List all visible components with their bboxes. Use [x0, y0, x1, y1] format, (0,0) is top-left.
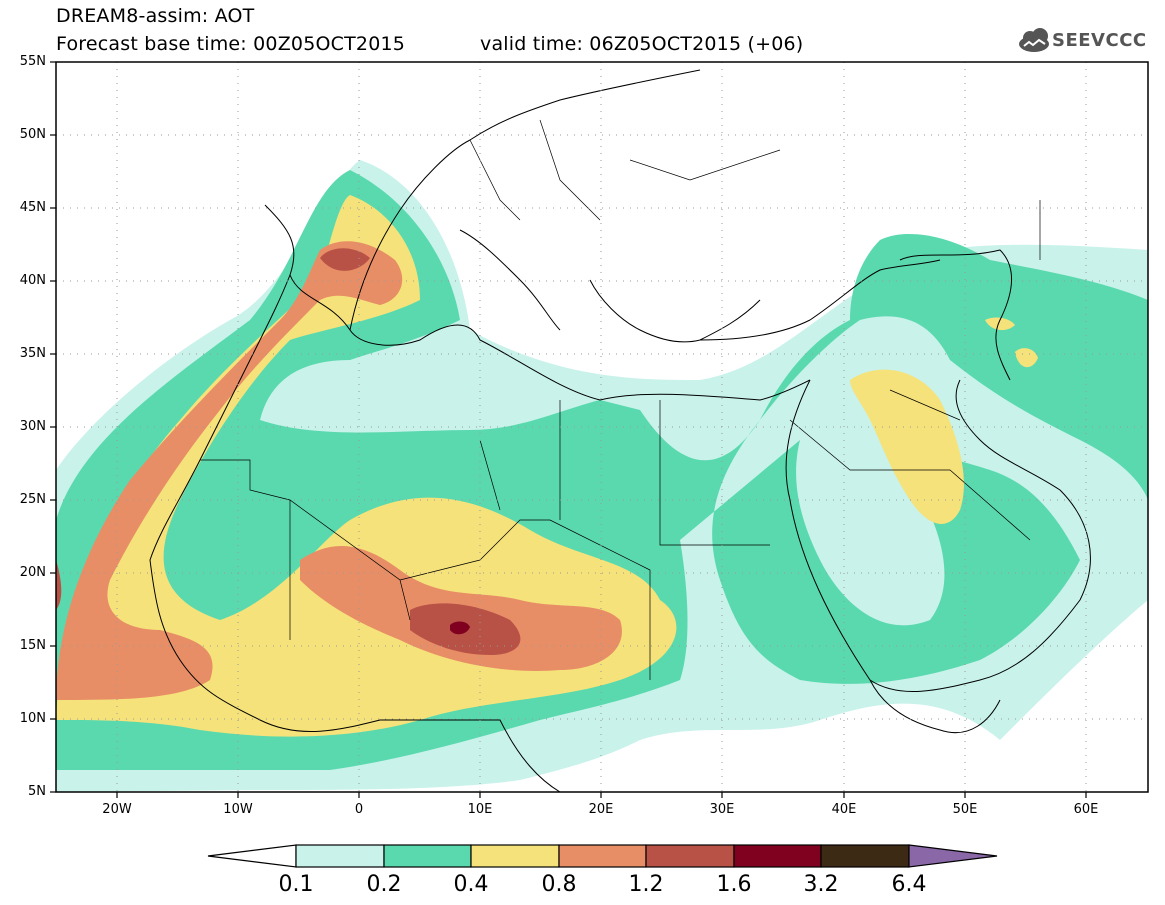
base-time-label: Forecast base time: 00Z05OCT2015 [56, 33, 406, 55]
lat-label: 30N [19, 419, 46, 434]
lat-label: 40N [19, 273, 46, 288]
lat-label: 45N [19, 200, 46, 215]
colorbar-swatch [733, 844, 822, 868]
colorbar [207, 844, 998, 868]
lon-label: 20E [588, 802, 614, 817]
colorbar-under-arrow [207, 844, 297, 868]
colorbar-label: 0.2 [366, 872, 402, 897]
lat-label: 20N [19, 565, 46, 580]
colorbar-swatch [295, 844, 385, 868]
forecast-times: Forecast base time: 00Z05OCT2015 valid ti… [56, 33, 803, 55]
colorbar-swatch [820, 844, 910, 868]
aot-field [56, 160, 1148, 792]
lat-label: 25N [19, 492, 46, 507]
colorbar-swatch [645, 844, 735, 868]
colorbar-over-arrow [908, 844, 998, 868]
colorbar-swatch [470, 844, 560, 868]
lon-label: 50E [952, 802, 978, 817]
colorbar-label: 6.4 [891, 872, 927, 897]
lat-label: 15N [19, 638, 46, 653]
lat-label: 5N [28, 784, 46, 799]
lon-label: 30E [709, 802, 735, 817]
lat-label: 55N [19, 54, 46, 69]
colorbar-swatch [558, 844, 647, 868]
logo-text: SEEVCCC [1052, 30, 1147, 51]
colorbar-label: 1.2 [628, 872, 664, 897]
colorbar-label: 0.8 [541, 872, 577, 897]
borders [200, 119, 1041, 680]
lon-label: 40E [831, 802, 857, 817]
axis-ticks [50, 61, 1087, 798]
lon-label: 20W [102, 802, 132, 817]
lat-label: 10N [19, 711, 46, 726]
colorbar-label: 1.6 [716, 872, 752, 897]
colorbar-label: 0.4 [453, 872, 489, 897]
valid-time-label: valid time: 06Z05OCT2015 (+06) [480, 33, 804, 55]
lat-label: 35N [19, 346, 46, 361]
map-title: DREAM8-assim: AOT [56, 5, 255, 27]
lon-label: 60E [1073, 802, 1099, 817]
colorbar-label: 3.2 [803, 872, 839, 897]
colorbar-label: 0.1 [278, 872, 314, 897]
lon-label: 0 [354, 802, 364, 817]
grid-lines [56, 62, 1148, 792]
colorbar-swatch [383, 844, 472, 868]
seevccc-logo [1019, 28, 1049, 52]
lon-label: 10W [223, 802, 253, 817]
lat-label: 50N [19, 127, 46, 142]
lon-label: 10E [467, 802, 493, 817]
